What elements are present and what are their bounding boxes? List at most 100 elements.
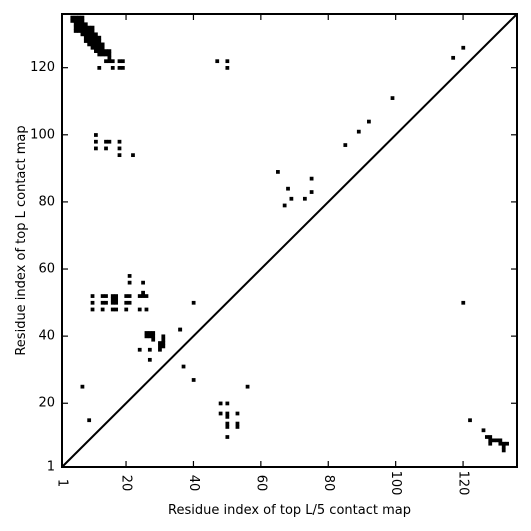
contact-point <box>94 139 98 144</box>
contact-point <box>83 35 88 40</box>
contact-point <box>87 29 92 33</box>
contact-point <box>117 153 122 158</box>
diagonal-line <box>61 13 518 468</box>
contact-point <box>94 49 98 53</box>
contact-point <box>80 22 85 27</box>
contact-point <box>94 133 98 137</box>
contact-point <box>501 441 506 446</box>
plot-frame <box>61 13 518 468</box>
contact-point <box>104 294 108 298</box>
contact-point <box>127 280 132 285</box>
contact-point <box>144 331 149 335</box>
contact-point <box>488 441 493 446</box>
contact-point <box>80 32 85 37</box>
contact-point <box>107 49 112 53</box>
contact-point <box>104 146 108 151</box>
contact-point <box>73 29 78 33</box>
contact-point <box>90 307 95 312</box>
contact-point <box>225 411 230 416</box>
contact-point <box>80 29 85 33</box>
contact-point <box>147 357 152 362</box>
contact-point <box>90 29 95 33</box>
contact-point <box>80 19 85 23</box>
contact-point <box>144 294 149 298</box>
contact-point <box>97 39 102 43</box>
contact-point <box>151 331 156 335</box>
contact-point <box>181 364 186 369</box>
contact-point <box>218 411 223 416</box>
contact-point <box>83 22 88 27</box>
x-tick-label: 20 <box>119 475 134 492</box>
contact-point <box>110 297 115 302</box>
contact-point <box>501 448 506 453</box>
contact-point <box>117 146 122 151</box>
contact-point <box>87 418 92 423</box>
contact-point <box>218 401 223 406</box>
contact-point <box>94 42 98 47</box>
contact-point <box>191 300 196 305</box>
contact-point <box>158 347 162 352</box>
contact-point <box>77 29 81 33</box>
contact-point <box>114 300 119 305</box>
contact-point <box>225 401 230 406</box>
contact-point <box>124 294 129 298</box>
contact-point <box>80 384 85 389</box>
x-tick-label: 80 <box>321 475 336 492</box>
contact-point <box>90 294 95 298</box>
x-tick-label: 40 <box>186 475 201 492</box>
contact-point <box>94 146 98 151</box>
contact-point <box>97 66 102 70</box>
contact-point <box>245 384 250 389</box>
contact-point <box>70 15 75 20</box>
contact-point <box>481 428 486 433</box>
contact-point <box>491 438 496 443</box>
contact-point <box>94 39 98 43</box>
contact-point <box>73 22 78 27</box>
contact-point <box>77 25 81 30</box>
contact-point <box>94 35 98 40</box>
contact-point <box>110 59 115 64</box>
y-tick-label: 80 <box>38 194 55 209</box>
contact-point <box>83 25 88 30</box>
contact-point <box>80 15 85 20</box>
contact-point <box>161 344 166 349</box>
contact-point <box>97 49 102 53</box>
contact-point <box>73 25 78 30</box>
contact-point <box>100 294 105 298</box>
contact-point <box>501 445 506 449</box>
contact-point <box>100 49 105 53</box>
contact-point <box>107 59 112 64</box>
contact-point <box>107 55 112 60</box>
contact-point <box>309 190 314 194</box>
contact-point <box>141 290 145 295</box>
contact-point <box>488 435 493 439</box>
y-tick-label: 1 <box>47 460 55 475</box>
contact-point <box>97 35 102 40</box>
x-tick-label: 100 <box>388 471 403 496</box>
contact-point <box>104 49 108 53</box>
y-tick-label: 40 <box>38 329 55 344</box>
contact-points <box>70 15 509 453</box>
contact-point <box>90 42 95 47</box>
contact-point <box>286 186 290 191</box>
contact-point <box>161 341 166 345</box>
y-axis-label: Residue index of top L contact map <box>14 125 29 355</box>
contact-point <box>87 39 92 43</box>
contact-point <box>117 66 122 70</box>
contact-point <box>151 337 156 342</box>
contact-point <box>97 42 102 47</box>
contact-point <box>235 421 240 426</box>
contact-point <box>77 19 81 23</box>
contact-point <box>225 59 230 64</box>
contact-point <box>114 297 119 302</box>
contact-point <box>498 441 503 446</box>
contact-point <box>505 441 509 446</box>
contact-point <box>161 334 166 339</box>
contact-point <box>488 438 493 443</box>
contact-point <box>137 294 142 298</box>
y-tick-label: 120 <box>30 60 55 75</box>
contact-point <box>83 32 88 37</box>
contact-point <box>225 66 230 70</box>
contact-point <box>104 139 108 144</box>
